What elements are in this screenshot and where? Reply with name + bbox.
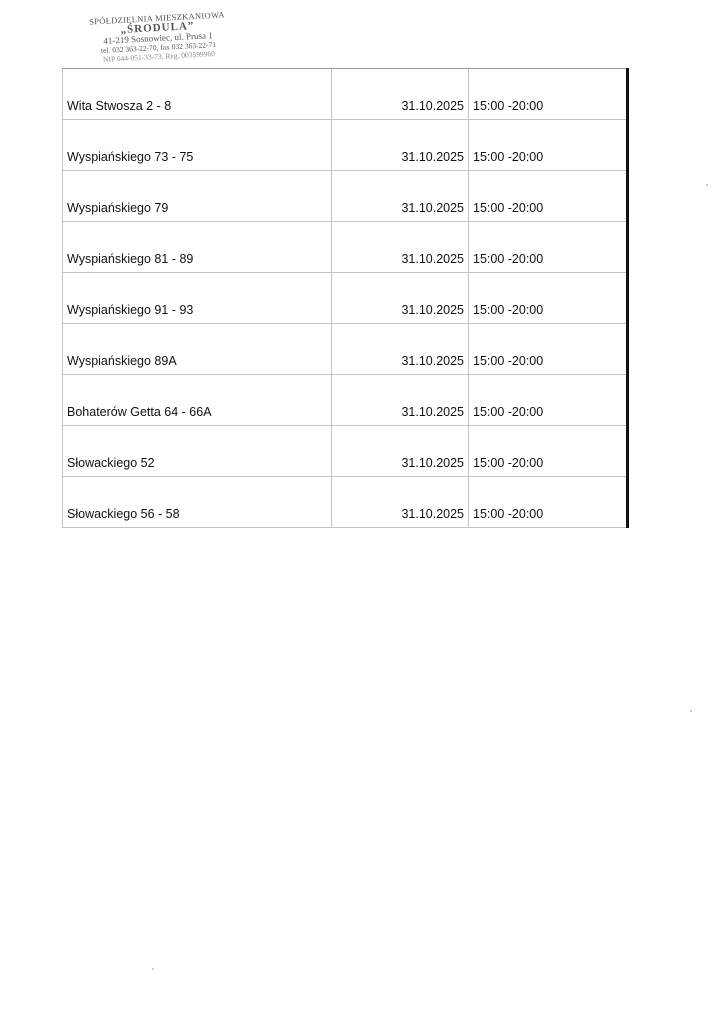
address-cell: Słowackiego 52 bbox=[62, 425, 332, 477]
date-cell: 31.10.2025 bbox=[331, 374, 469, 426]
table-row: Wyspiańskiego 73 - 75 31.10.2025 15:00 -20… bbox=[62, 119, 629, 171]
date-cell: 31.10.2025 bbox=[331, 119, 469, 171]
time-cell: 15:00 -20:00 bbox=[468, 119, 629, 171]
time-cell: 15:00 -20:00 bbox=[468, 476, 629, 528]
date-cell: 31.10.2025 bbox=[331, 68, 469, 120]
time-cell: 15:00 -20:00 bbox=[468, 170, 629, 222]
date-cell: 31.10.2025 bbox=[331, 425, 469, 477]
table-row: Wyspiańskiego 79 31.10.2025 15:00 -20:00 bbox=[62, 170, 629, 222]
scan-speck bbox=[706, 184, 708, 186]
schedule-table: Wita Stwosza 2 - 8 31.10.2025 15:00 -20:00… bbox=[62, 68, 629, 528]
address-cell: Wyspiańskiego 89A bbox=[62, 323, 332, 375]
table-row: Wita Stwosza 2 - 8 31.10.2025 15:00 -20:00 bbox=[62, 68, 629, 120]
table-row: Słowackiego 56 - 58 31.10.2025 15:00 -20:0… bbox=[62, 476, 629, 528]
time-cell: 15:00 -20:00 bbox=[468, 323, 629, 375]
table-row: Wyspiańskiego 89A 31.10.2025 15:00 -20:00 bbox=[62, 323, 629, 375]
date-cell: 31.10.2025 bbox=[331, 476, 469, 528]
address-cell: Wyspiańskiego 79 bbox=[62, 170, 332, 222]
date-cell: 31.10.2025 bbox=[331, 323, 469, 375]
address-cell: Wita Stwosza 2 - 8 bbox=[62, 68, 332, 120]
table-row: Wyspiańskiego 81 - 89 31.10.2025 15:00 -20… bbox=[62, 221, 629, 273]
address-cell: Słowackiego 56 - 58 bbox=[62, 476, 332, 528]
address-cell: Wyspiańskiego 91 - 93 bbox=[62, 272, 332, 324]
date-cell: 31.10.2025 bbox=[331, 272, 469, 324]
time-cell: 15:00 -20:00 bbox=[468, 425, 629, 477]
time-cell: 15:00 -20:00 bbox=[468, 68, 629, 120]
address-cell: Bohaterów Getta 64 - 66A bbox=[62, 374, 332, 426]
cooperative-stamp: SPÓŁDZIELNIA MIESZKANIOWA „ŚRODULA” 41-2… bbox=[67, 9, 249, 65]
table-row: Słowackiego 52 31.10.2025 15:00 -20:00 bbox=[62, 425, 629, 477]
time-cell: 15:00 -20:00 bbox=[468, 272, 629, 324]
time-cell: 15:00 -20:00 bbox=[468, 221, 629, 273]
date-cell: 31.10.2025 bbox=[331, 221, 469, 273]
address-cell: Wyspiańskiego 73 - 75 bbox=[62, 119, 332, 171]
table-row: Wyspiańskiego 91 - 93 31.10.2025 15:00 -20… bbox=[62, 272, 629, 324]
date-cell: 31.10.2025 bbox=[331, 170, 469, 222]
scan-speck bbox=[152, 968, 154, 970]
scan-speck bbox=[690, 710, 692, 712]
table-row: Bohaterów Getta 64 - 66A 31.10.2025 15:00 … bbox=[62, 374, 629, 426]
address-cell: Wyspiańskiego 81 - 89 bbox=[62, 221, 332, 273]
time-cell: 15:00 -20:00 bbox=[468, 374, 629, 426]
